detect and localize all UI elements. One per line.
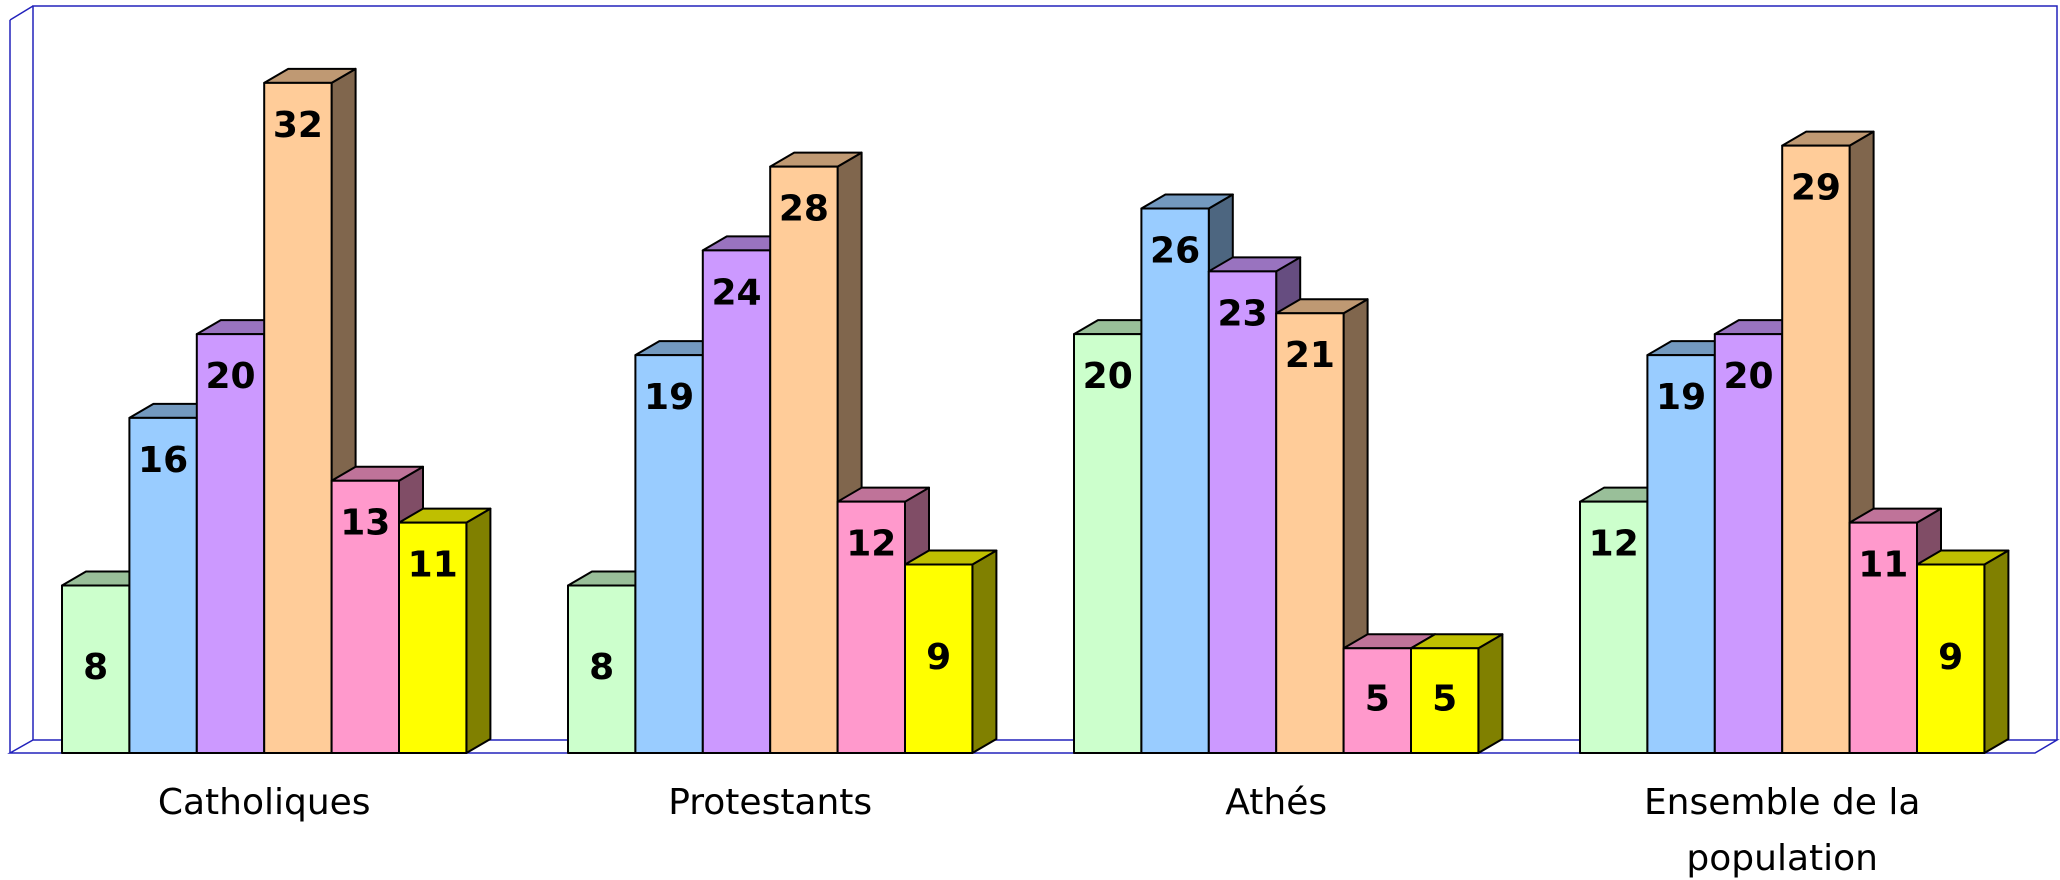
value-label: 11 bbox=[408, 545, 458, 586]
value-label: 29 bbox=[1791, 168, 1841, 209]
bar bbox=[1781, 144, 1851, 754]
value-label: 19 bbox=[644, 377, 694, 418]
value-label: 28 bbox=[779, 189, 829, 230]
value-label: 19 bbox=[1656, 377, 1706, 418]
value-label: 8 bbox=[83, 647, 108, 688]
value-label: 13 bbox=[340, 503, 390, 544]
x-tick-label-line: Ensemble de la bbox=[1644, 782, 1921, 823]
value-label: 8 bbox=[589, 647, 614, 688]
x-tick-label-line: population bbox=[1686, 838, 1878, 879]
value-label: 20 bbox=[205, 356, 255, 397]
x-tick-label: Protestants bbox=[668, 782, 872, 823]
bar bbox=[1342, 647, 1412, 754]
value-label: 16 bbox=[138, 440, 188, 481]
bar bbox=[701, 249, 772, 754]
value-label: 32 bbox=[273, 105, 323, 146]
value-label: 9 bbox=[1938, 637, 1963, 678]
bar bbox=[1579, 500, 1649, 754]
value-label: 5 bbox=[1432, 679, 1457, 720]
bar-side bbox=[1983, 549, 2010, 754]
bar bbox=[1140, 207, 1210, 754]
bar bbox=[769, 165, 839, 755]
bar bbox=[1207, 270, 1278, 754]
x-tick-label: Catholiques bbox=[158, 782, 371, 823]
value-label: 24 bbox=[711, 272, 761, 313]
bar-side bbox=[1477, 633, 1504, 754]
value-label: 9 bbox=[926, 637, 951, 678]
value-label: 11 bbox=[1858, 545, 1908, 586]
bar bbox=[1848, 521, 1918, 755]
bar bbox=[128, 416, 198, 754]
bar bbox=[567, 584, 637, 755]
bar bbox=[634, 354, 704, 754]
bar bbox=[1275, 312, 1345, 754]
value-label: 21 bbox=[1285, 335, 1335, 376]
bar bbox=[904, 563, 974, 754]
bar bbox=[263, 81, 333, 755]
value-label: 26 bbox=[1150, 230, 1200, 271]
bar bbox=[330, 479, 401, 754]
value-label: 12 bbox=[1589, 524, 1639, 565]
bar-side bbox=[971, 549, 998, 754]
bar bbox=[836, 500, 906, 754]
value-label: 5 bbox=[1365, 679, 1390, 720]
bar bbox=[398, 521, 468, 755]
bar bbox=[1410, 647, 1480, 754]
x-tick-label: Ensemble de la population bbox=[1644, 782, 1921, 879]
back-wall bbox=[32, 5, 2058, 740]
bar bbox=[1916, 563, 1986, 754]
value-label: 23 bbox=[1217, 293, 1267, 334]
bar bbox=[61, 584, 131, 755]
bar bbox=[1713, 333, 1784, 754]
bar bbox=[195, 333, 266, 754]
value-label: 20 bbox=[1083, 356, 1133, 397]
bar bbox=[1646, 354, 1716, 754]
bar bbox=[1073, 333, 1143, 754]
value-label: 12 bbox=[846, 524, 896, 565]
bar-side bbox=[465, 507, 492, 754]
x-tick-label: Athés bbox=[1225, 782, 1327, 823]
side-wall-top bbox=[9, 5, 34, 21]
value-label: 20 bbox=[1723, 356, 1773, 397]
